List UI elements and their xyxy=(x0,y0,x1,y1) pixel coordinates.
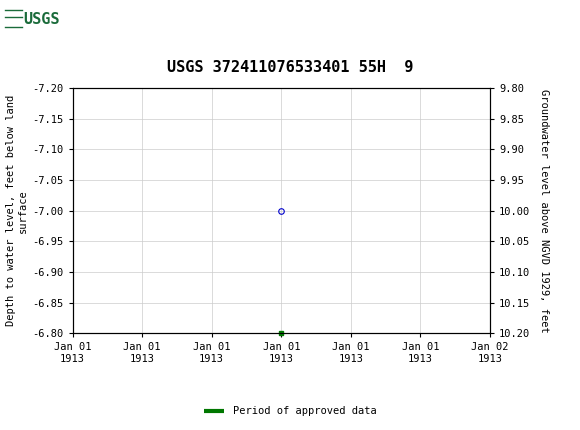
Text: USGS: USGS xyxy=(24,12,60,27)
Y-axis label: Groundwater level above NGVD 1929, feet: Groundwater level above NGVD 1929, feet xyxy=(539,89,549,332)
Legend: Period of approved data: Period of approved data xyxy=(200,402,380,421)
Bar xyxy=(3,3,78,36)
Text: USGS 372411076533401 55H  9: USGS 372411076533401 55H 9 xyxy=(167,60,413,75)
Y-axis label: Depth to water level, feet below land
surface: Depth to water level, feet below land su… xyxy=(6,95,28,326)
